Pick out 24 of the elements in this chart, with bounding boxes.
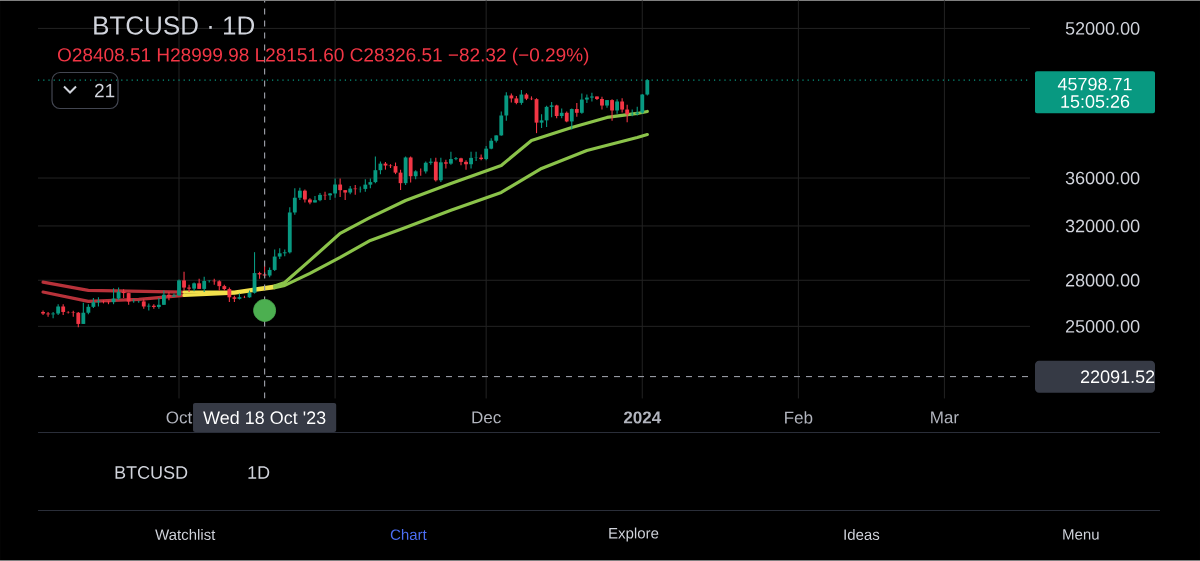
annotation: 21 bbox=[95, 84, 115, 98]
chart-title: BTCUSD · 1D bbox=[94, 16, 255, 35]
ref-line-label: 45798.71 bbox=[1057, 78, 1132, 91]
ref-line-label: 22091.52 bbox=[1080, 370, 1155, 384]
text: Watchlist bbox=[155, 529, 216, 541]
text: Explore bbox=[609, 527, 659, 542]
text: 15:05:26 bbox=[1061, 95, 1130, 109]
x-tick-label: 2024 bbox=[623, 411, 662, 424]
x-tick-label: Mar bbox=[931, 411, 959, 424]
text: 1D bbox=[248, 466, 270, 479]
y-tick-label: 52000.00 bbox=[1065, 22, 1140, 36]
y-tick-label: 28000.00 bbox=[1065, 274, 1140, 287]
ref-line-label: Wed 18 Oct '23 bbox=[203, 411, 326, 425]
text: O28408.51 H28999.98 L28151.60 C28326.51 −82.32 (−0.29%) bbox=[57, 47, 589, 66]
y-tick-label: 36000.00 bbox=[1065, 171, 1140, 185]
text: Ideas bbox=[844, 529, 880, 541]
y-tick-label: 32000.00 bbox=[1065, 219, 1140, 233]
text: BTCUSD bbox=[115, 466, 188, 480]
x-tick-label: Dec bbox=[472, 411, 501, 424]
x-tick-label: Oct bbox=[166, 411, 193, 424]
text: Menu bbox=[1063, 529, 1099, 540]
x-tick-label: Feb bbox=[785, 411, 813, 424]
y-tick-label: 25000.00 bbox=[1065, 320, 1140, 333]
text: Chart bbox=[390, 529, 427, 541]
